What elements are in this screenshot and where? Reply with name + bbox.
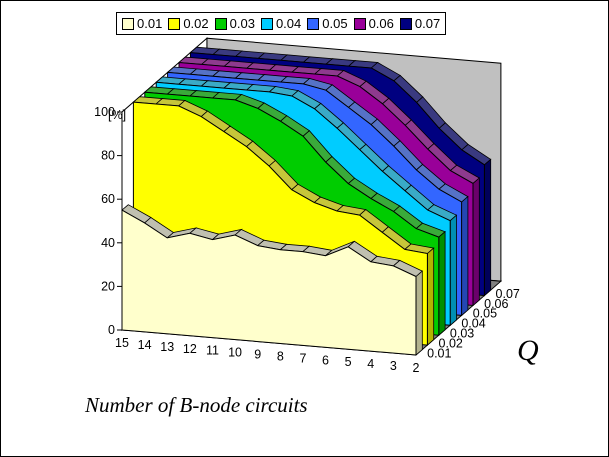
legend-swatch	[399, 17, 412, 30]
legend-swatch	[307, 17, 320, 30]
z-tick-label: 0.03	[450, 326, 474, 340]
x-axis-title: Number of B-node circuits	[84, 393, 308, 417]
z-axis-title: Q	[517, 334, 539, 367]
x-tick-label: 14	[138, 338, 152, 352]
z-axis-ticks: 0.010.020.030.040.050.060.07	[427, 287, 520, 360]
x-tick-label: 2	[413, 361, 420, 375]
series-end-cap	[438, 230, 446, 337]
series-end-cap	[426, 247, 435, 346]
x-tick-label: 10	[228, 346, 242, 360]
x-tick-label: 13	[160, 340, 174, 354]
legend-item: 0.07	[399, 16, 441, 31]
z-tick-label: 0.06	[484, 297, 508, 311]
legend-label: 0.02	[183, 16, 209, 31]
z-tick-label: 0.07	[496, 287, 520, 301]
y-tick-label: 80	[101, 149, 115, 163]
y-tick-label: 60	[101, 192, 115, 206]
y-tick-label: 40	[101, 236, 115, 250]
legend-label: 0.03	[229, 16, 255, 31]
legend-item: 0.01	[122, 16, 162, 31]
legend-item: 0.02	[168, 16, 209, 31]
x-tick-label: 3	[390, 359, 397, 373]
x-tick-label: 7	[299, 351, 306, 365]
series-ribbon	[121, 204, 424, 356]
legend-label: 0.05	[322, 16, 348, 31]
legend-item: 0.05	[307, 16, 348, 31]
legend-label: 0.07	[414, 16, 441, 31]
legend-swatch	[122, 17, 134, 30]
x-tick-label: 5	[345, 355, 352, 369]
legend-swatch	[214, 17, 227, 30]
chart-series-group	[121, 46, 492, 356]
y-axis-label: [%]	[108, 108, 126, 122]
x-axis-ticks: 15 14 13 12 11 10 9 8 7 6 5 4 3 2	[115, 336, 419, 375]
legend-swatch	[353, 17, 366, 30]
y-tick-label: 0	[108, 323, 115, 337]
x-tick-label: 12	[183, 342, 197, 356]
x-tick-label: 4	[367, 357, 374, 371]
series-end-cap	[415, 270, 423, 356]
x-tick-label: 8	[277, 349, 284, 363]
series-front-face	[121, 209, 417, 356]
legend-label: 0.01	[137, 16, 163, 31]
legend-swatch	[168, 17, 181, 30]
z-tick-label: 0.05	[473, 307, 497, 321]
y-tick-label: 100	[94, 105, 115, 119]
series-end-cap	[483, 158, 492, 297]
legend-item: 0.03	[214, 16, 255, 31]
legend-label: 0.06	[368, 16, 394, 31]
legend: 0.01 0.02 0.03 0.04 0.05 0.06 0.07	[116, 12, 447, 35]
y-axis-ticks: 0 20 40 60 80 100	[94, 105, 122, 337]
x-tick-label: 6	[322, 353, 329, 367]
x-tick-label: 11	[206, 344, 219, 358]
series-end-cap	[449, 214, 457, 327]
z-tick-label: 0.02	[439, 336, 463, 350]
legend-swatch	[260, 17, 273, 30]
series-end-cap	[461, 195, 469, 317]
legend-label: 0.04	[275, 16, 302, 31]
legend-item: 0.04	[260, 16, 302, 31]
legend-item: 0.06	[353, 16, 394, 31]
z-tick-label: 0.04	[461, 317, 485, 331]
x-tick-label: 15	[115, 336, 129, 350]
y-tick-label: 20	[101, 279, 115, 293]
z-tick-label: 0.01	[427, 346, 451, 360]
series-end-cap	[472, 177, 480, 307]
x-tick-label: 9	[254, 348, 261, 362]
